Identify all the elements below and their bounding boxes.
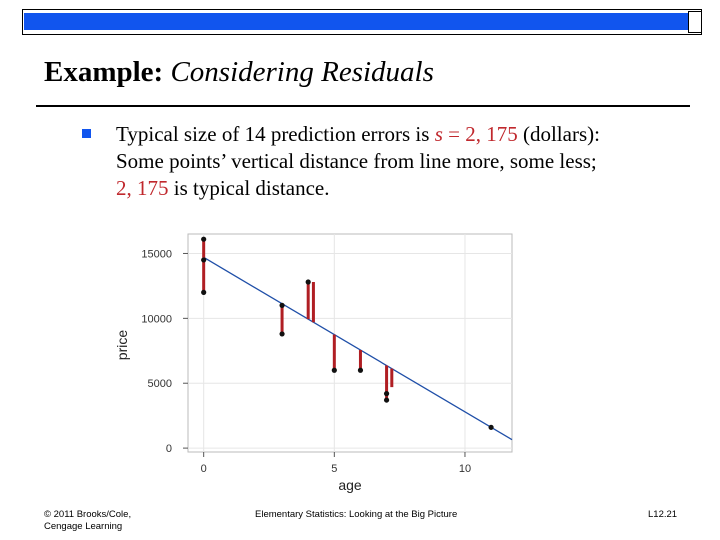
data-point bbox=[201, 236, 207, 242]
s-variable: s bbox=[434, 122, 443, 146]
x-tick-label: 5 bbox=[331, 463, 337, 475]
footer-book-title: Elementary Statistics: Looking at the Bi… bbox=[255, 509, 458, 520]
slide-title: Example: Considering Residuals bbox=[44, 56, 434, 89]
y-tick-label: 0 bbox=[166, 443, 172, 455]
header-bar bbox=[24, 13, 688, 30]
bullet-line1-a: Typical size of 14 prediction errors is bbox=[116, 122, 435, 146]
x-axis-label: age bbox=[338, 477, 362, 493]
footer-slide-number: L12.21 bbox=[648, 509, 678, 520]
title-rule bbox=[36, 105, 690, 107]
y-tick-label: 15000 bbox=[141, 248, 172, 260]
regression-line bbox=[203, 256, 513, 441]
data-point bbox=[279, 331, 285, 337]
bullet-square-icon bbox=[82, 129, 91, 138]
data-point bbox=[201, 257, 207, 263]
title-bold: Example: bbox=[44, 56, 164, 88]
y-tick-label: 10000 bbox=[141, 313, 172, 325]
bullet-line3: is typical distance. bbox=[168, 176, 330, 200]
bullet-line1-b: = bbox=[442, 122, 466, 146]
bullet-line1-c: (dollars): bbox=[517, 122, 600, 146]
data-point bbox=[488, 424, 494, 430]
bullet-line2: Some points’ vertical distance from line… bbox=[116, 149, 597, 173]
data-point bbox=[331, 367, 337, 373]
title-italic: Considering Residuals bbox=[163, 56, 434, 88]
x-tick-label: 10 bbox=[459, 463, 471, 475]
bullet-text: Typical size of 14 prediction errors is … bbox=[116, 121, 696, 202]
s-value: 2, 175 bbox=[465, 122, 518, 146]
data-point bbox=[201, 289, 207, 295]
data-point bbox=[357, 367, 364, 373]
x-tick-label: 0 bbox=[201, 463, 207, 475]
plot-area bbox=[187, 233, 513, 453]
typical-value: 2, 175 bbox=[116, 176, 169, 200]
footer-left-line1: © 2011 Brooks/Cole, bbox=[44, 509, 132, 520]
footer-left-line2: Cengage Learning bbox=[44, 521, 123, 532]
data-point bbox=[305, 279, 311, 285]
data-point bbox=[383, 397, 390, 403]
header-square bbox=[688, 11, 702, 33]
data-point bbox=[383, 391, 390, 397]
y-tick-label: 5000 bbox=[148, 378, 172, 390]
data-point bbox=[279, 302, 285, 308]
y-axis-label: price bbox=[114, 330, 130, 361]
footer-copyright: © 2011 Brooks/Cole, Cengage Learning bbox=[44, 509, 131, 533]
